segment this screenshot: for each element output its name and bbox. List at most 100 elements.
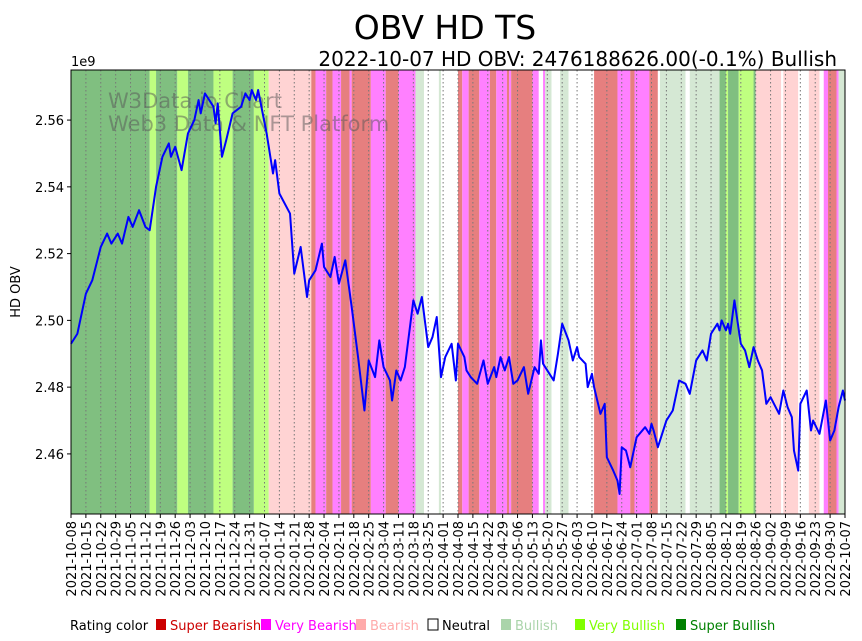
x-tick-label: 2022-07-01 [631,521,646,597]
x-tick-label: 2022-04-01 [437,521,452,597]
x-tick-label: 2022-06-03 [571,521,586,597]
rating-band-VBe [634,70,650,514]
x-tick-label: 2022-08-05 [705,521,720,597]
rating-band-VBe [496,70,507,514]
x-tick-label: 2022-10-07 [839,521,854,597]
x-tick-label: 2022-09-02 [765,521,780,597]
x-tick-label: 2022-06-10 [586,521,601,597]
legend-title: Rating color [70,619,149,634]
rating-band-VBe [823,70,828,514]
chart-subtitle: 2022-10-07 HD OBV: 2476188626.00(-0.1%) … [318,47,837,71]
x-tick-label: 2022-04-22 [482,521,497,597]
x-tick-label: 2021-12-03 [184,521,199,597]
rating-band-VBe [836,70,839,514]
rating-band-B [660,70,686,514]
rating-band-VB [149,70,157,514]
x-tick-label: 2022-04-08 [452,521,467,597]
rating-band-VBe [462,70,469,514]
x-tick-label: 2022-01-28 [303,521,318,597]
x-tick-label: 2021-12-24 [229,521,244,597]
rating-band-N [798,70,809,514]
rating-band-SB [156,70,178,514]
rating-band-B [545,70,552,514]
rating-band-SB [232,70,254,514]
x-tick-label: 2022-01-14 [273,521,288,597]
x-tick-label: 2022-09-30 [824,521,839,597]
rating-band-SBe [326,70,333,514]
legend-label-super-bullish: Super Bullish [690,619,775,634]
rating-band-VBe [532,70,539,514]
watermark-line-2: Web3 Data & NFT Platform [108,112,389,136]
x-tick-label: 2021-10-29 [110,521,125,597]
x-tick-label: 2022-07-15 [660,521,675,597]
y-tick-label: 2.48 [35,381,64,396]
x-tick-label: 2022-08-12 [720,521,735,597]
rating-band-N [423,70,439,514]
x-tick-label: 2022-02-18 [348,521,363,597]
chart-title: OBV HD TS [354,8,536,47]
x-tick-label: 2022-02-04 [318,521,333,597]
x-tick-label: 2021-12-31 [244,521,259,597]
x-tick-label: 2022-05-06 [512,521,527,597]
y-tick-label: 2.56 [35,114,64,129]
rating-band-SBe [594,70,618,514]
x-tick-label: 2022-03-25 [422,521,437,597]
rating-band-VBe [617,70,631,514]
rating-band-SBe [489,70,497,514]
rating-band-N [781,70,784,514]
rating-band-SBe [351,70,371,514]
rating-band-SB [719,70,726,514]
rating-band-N [685,70,690,514]
x-tick-label: 2022-05-13 [526,521,541,597]
x-tick-label: 2022-07-08 [646,521,661,597]
x-tick-label: 2022-07-29 [690,521,705,597]
plot-frame [70,69,846,515]
y-tick-label: 2.54 [35,181,64,196]
rating-band-B [838,70,845,514]
rating-band-VB [213,70,233,514]
legend-swatch-very-bullish [575,619,585,630]
x-tick-label: 2022-04-29 [497,521,512,597]
x-tick-label: 2021-11-12 [139,521,154,597]
legend-swatch-bullish [501,619,511,630]
y-tick-label: 2.50 [35,314,64,329]
rating-band-SBe [511,70,533,514]
x-tick-label: 2021-12-10 [199,521,214,597]
rating-band-VB [738,70,754,514]
rating-band-N [440,70,458,514]
x-tick-label: 2022-05-27 [556,521,571,597]
rating-band-N [551,70,561,514]
legend-swatch-neutral [427,618,439,631]
rating-band-N [568,70,595,514]
x-tick-label: 2021-10-15 [80,521,95,597]
rating-band-SBe [827,70,837,514]
rating-band-VB [177,70,188,514]
x-tick-label: 2022-01-07 [259,521,274,597]
x-tick-label: 2022-09-09 [779,521,794,597]
rating-band-SBe [630,70,635,514]
rating-band-SBe [385,70,399,514]
rating-band-SB [753,70,756,514]
rating-band-VBe [315,70,327,514]
rating-band-VB [725,70,729,514]
x-tick-label: 2022-03-18 [407,521,422,597]
x-tick-label: 2021-11-19 [154,521,169,597]
x-tick-label: 2022-06-17 [601,521,616,597]
rating-band-B [438,70,441,514]
rating-band-B [560,70,569,514]
x-tick-label: 2021-10-22 [95,521,110,597]
legend-label-super-bearish: Super Bearish [170,619,261,634]
x-tick-label: 2022-06-24 [616,521,631,597]
rating-band-B [689,70,720,514]
rating-band-VB [253,70,269,514]
rating-band-N [538,70,544,514]
x-tick-label: 2022-08-26 [750,521,765,597]
rating-band-Be [755,70,782,514]
x-tick-label: 2022-01-21 [288,521,303,597]
rating-band-SBe [649,70,658,514]
legend-swatch-bearish [356,619,366,630]
rating-band-B [415,70,424,514]
x-tick-label: 2021-11-26 [169,521,184,597]
